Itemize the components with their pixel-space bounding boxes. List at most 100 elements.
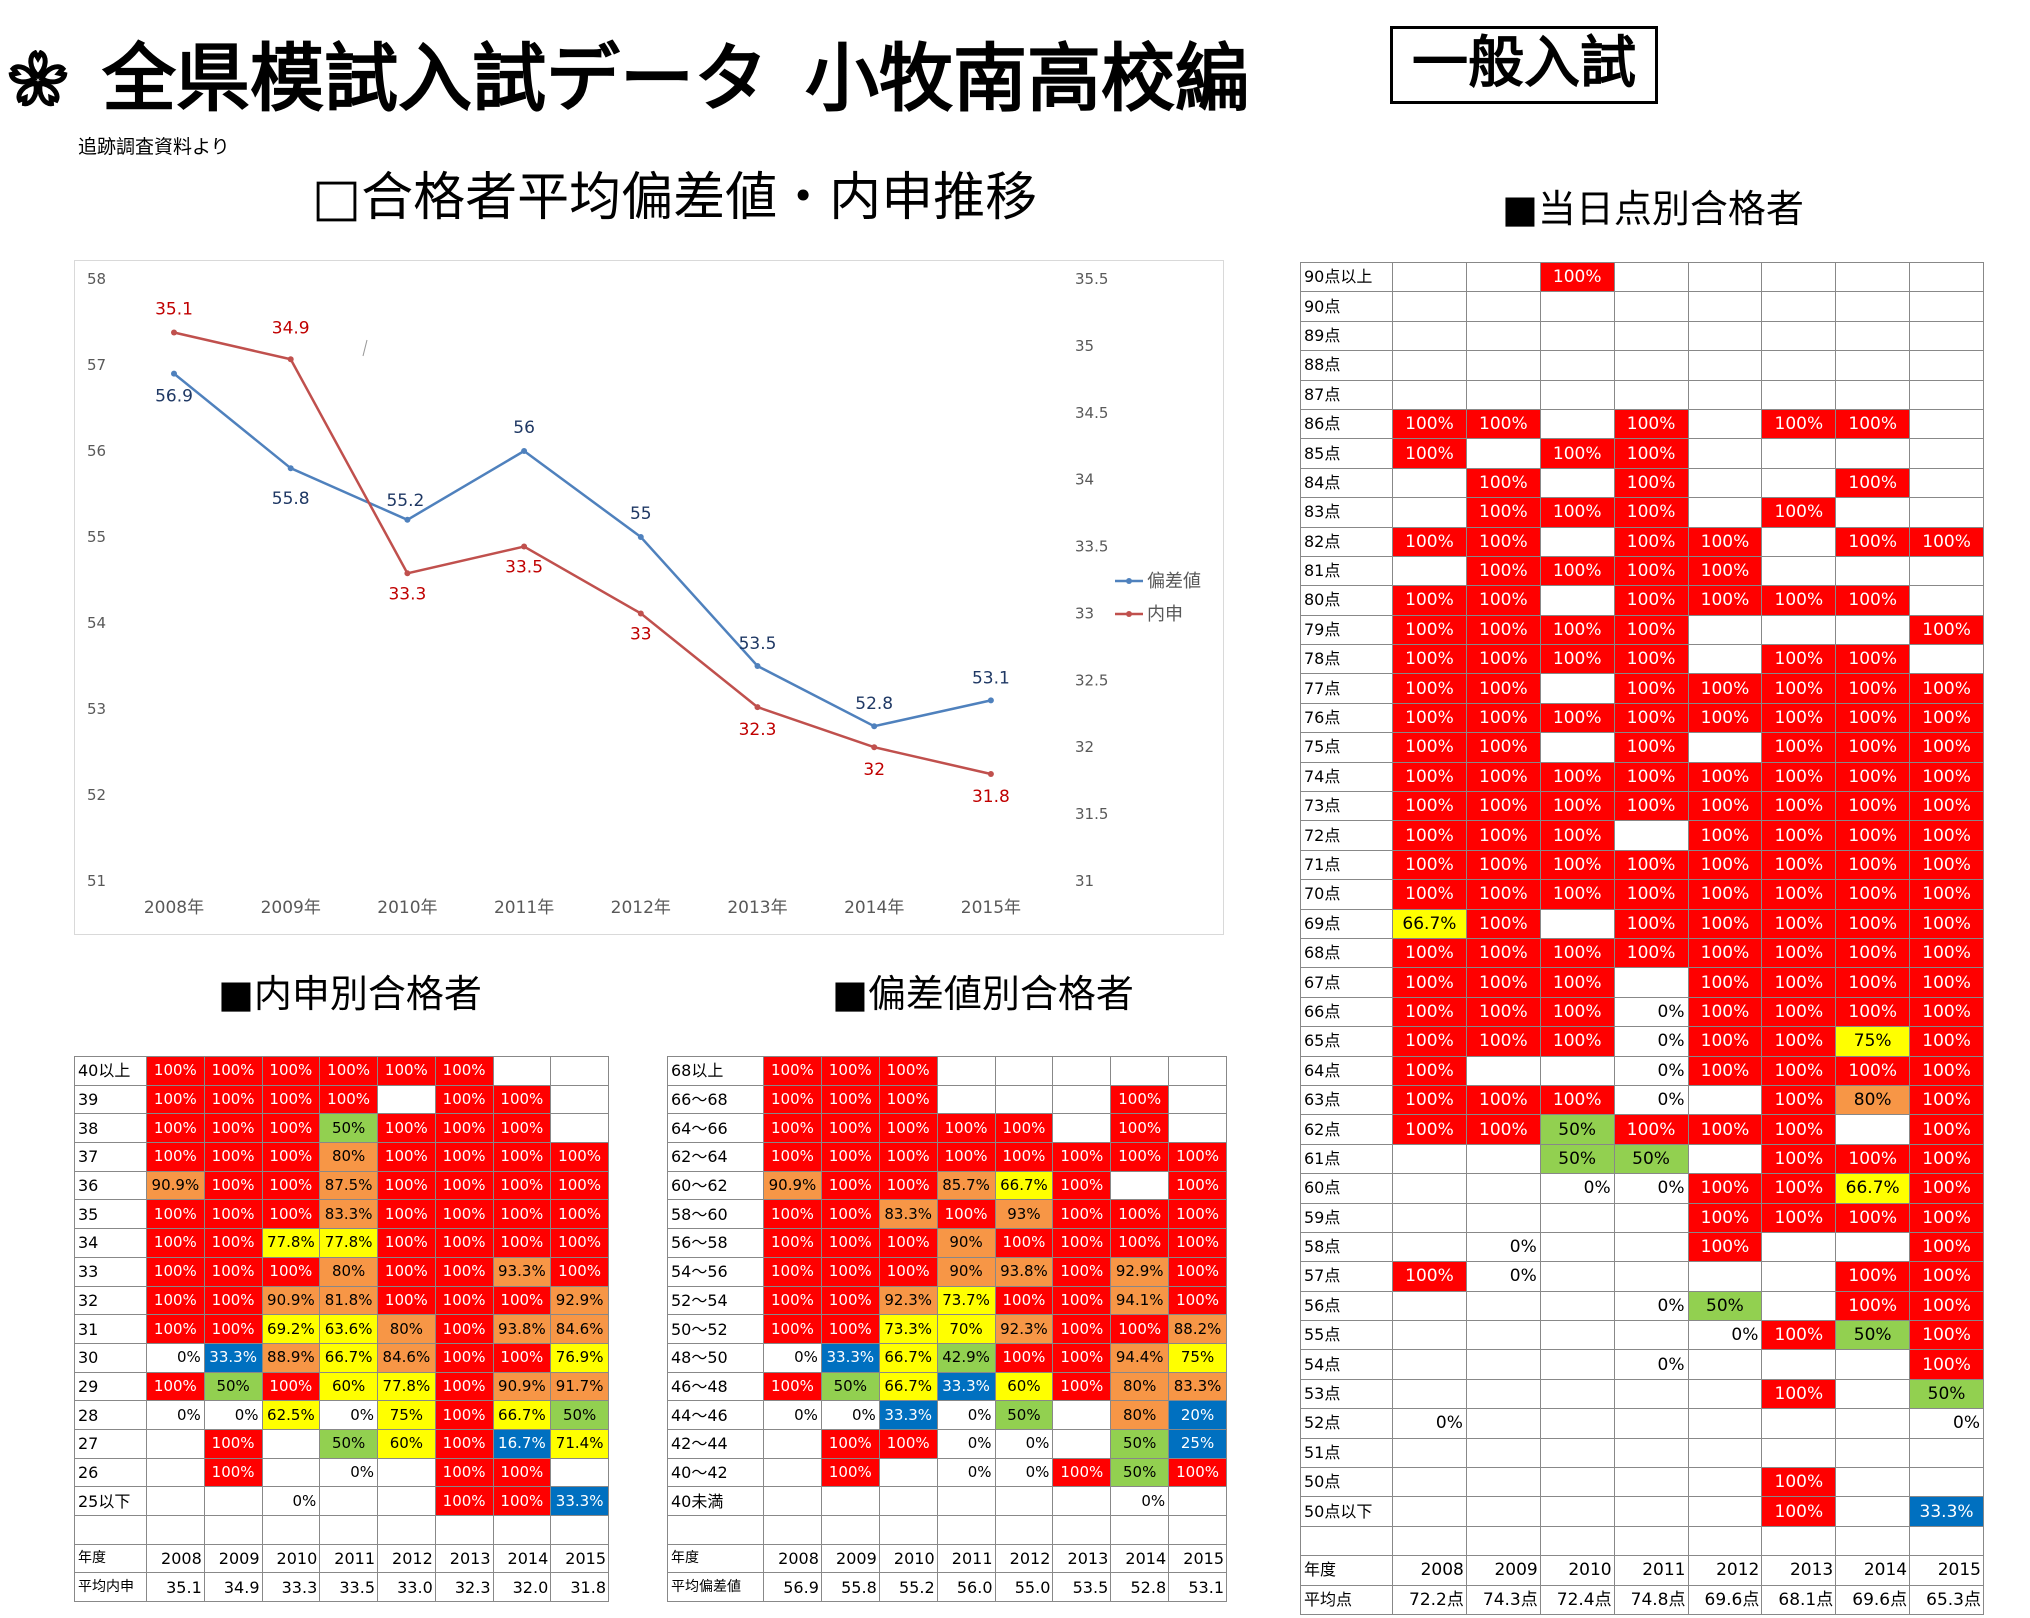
data-point-naishin <box>521 543 528 550</box>
chart-section-title: □合格者平均偏差値・内申推移 <box>312 168 1038 228</box>
score-cell: 100% <box>1909 820 1984 851</box>
score-row-label: 69点 <box>1300 908 1393 939</box>
hensachi-cell: 100% <box>1052 1228 1112 1258</box>
naishin-year: 2012 <box>377 1543 436 1574</box>
score-cell: 100% <box>1392 585 1467 616</box>
naishin-cell: 100% <box>261 1256 321 1287</box>
score-cell: 100% <box>1539 879 1615 910</box>
score-cell: 100% <box>1909 1202 1984 1233</box>
score-cell: 100% <box>1909 1055 1984 1086</box>
score-year-label: 年度 <box>1300 1555 1393 1586</box>
hensachi-row-label: 56～58 <box>667 1228 764 1258</box>
hensachi-cell <box>1052 1056 1112 1086</box>
hensachi-cell: 100% <box>1052 1142 1112 1172</box>
naishin-cell: 87.5% <box>319 1170 378 1201</box>
y-right-tick-label: 32 <box>1075 738 1094 756</box>
score-cell: 100% <box>1613 791 1689 822</box>
score-year: 2008 <box>1392 1555 1467 1586</box>
naishin-cell: 100% <box>434 1170 494 1201</box>
score-cell: 0% <box>1539 1173 1615 1204</box>
score-row: 55点 0% 100% 50% 100% <box>1300 1320 1984 1351</box>
score-cell: 100% <box>1835 732 1911 763</box>
score-row-label: 76点 <box>1300 702 1393 734</box>
score-cell: 100% <box>1761 1084 1837 1116</box>
hensachi-cell: 100% <box>1052 1256 1112 1287</box>
score-cell: 0% <box>1392 1408 1467 1439</box>
score-row: 78点 100% 100% 100% 100% 100% 100% <box>1300 644 1984 675</box>
data-label-hensachi: 53.5 <box>739 634 777 654</box>
hensachi-cell: 100% <box>820 1228 880 1258</box>
page-title: 全県模試入試データ <box>102 36 768 122</box>
score-cell <box>1539 379 1615 410</box>
hensachi-cell: 75% <box>1168 1342 1227 1373</box>
score-row-label: 72点 <box>1300 820 1393 851</box>
naishin-cell: 100% <box>434 1371 494 1402</box>
hensachi-cell: 20% <box>1168 1400 1227 1430</box>
hensachi-row: 40未満 0% <box>667 1486 1227 1516</box>
score-cell <box>1687 1378 1763 1410</box>
score-cell: 100% <box>1465 467 1541 499</box>
score-row: 56点 0% 50% 100% 100% <box>1300 1290 1984 1322</box>
hensachi-cell <box>1052 1084 1112 1115</box>
data-point-hensachi <box>987 697 994 704</box>
naishin-cell <box>550 1084 609 1115</box>
score-cell: 100% <box>1613 585 1689 616</box>
score-cell <box>1392 261 1467 293</box>
hensachi-cell: 0% <box>763 1400 822 1430</box>
naishin-cell: 77.8% <box>261 1228 321 1258</box>
score-cell: 100% <box>1761 585 1837 616</box>
score-cell <box>1835 1467 1911 1498</box>
score-cell <box>1392 1378 1467 1410</box>
score-cell: 100% <box>1392 820 1467 851</box>
score-cell <box>1761 320 1837 352</box>
hensachi-cell: 100% <box>878 1170 938 1201</box>
score-cell <box>1687 1349 1763 1380</box>
score-cell: 100% <box>1761 937 1837 969</box>
naishin-cell: 100% <box>319 1084 378 1115</box>
hensachi-cell <box>1052 1400 1112 1430</box>
naishin-empty-cell <box>377 1515 436 1545</box>
score-cell: 0% <box>1687 1320 1763 1351</box>
naishin-cell: 100% <box>434 1457 494 1488</box>
score-cell: 100% <box>1687 1231 1763 1263</box>
score-cell: 100% <box>1687 879 1763 910</box>
score-cell: 100% <box>1909 1349 1984 1380</box>
score-cell: 100% <box>1392 879 1467 910</box>
naishin-year: 2011 <box>319 1543 378 1574</box>
hensachi-empty-cell <box>820 1515 880 1545</box>
score-cell: 100% <box>1539 967 1615 998</box>
score-cell: 100% <box>1835 1290 1911 1322</box>
score-cell: 100% <box>1909 791 1984 822</box>
score-cell <box>1835 438 1911 469</box>
naishin-cell <box>261 1428 321 1459</box>
hensachi-cell: 100% <box>994 1342 1054 1373</box>
score-cell: 100% <box>1835 1202 1911 1233</box>
hensachi-empty-cell <box>763 1515 822 1545</box>
naishin-row: 36 90.9% 100% 100% 87.5% 100% 100% 100% 100% <box>74 1170 609 1201</box>
data-point-hensachi <box>287 465 294 472</box>
naishin-row-label: 37 <box>74 1142 147 1172</box>
data-label-naishin: 35.1 <box>155 300 193 320</box>
naishin-cell: 100% <box>146 1371 205 1402</box>
score-cell <box>1761 1261 1837 1292</box>
naishin-cell: 100% <box>146 1199 205 1230</box>
score-cell <box>1392 291 1467 322</box>
hensachi-cell <box>936 1486 996 1516</box>
score-cell: 0% <box>1613 1055 1689 1086</box>
score-cell <box>1687 320 1763 352</box>
score-cell: 100% <box>1909 673 1984 704</box>
hensachi-year-label: 年度 <box>667 1543 764 1574</box>
hensachi-cell: 100% <box>1052 1170 1112 1201</box>
score-cell: 100% <box>1835 908 1911 939</box>
naishin-row-label: 25以下 <box>74 1486 147 1516</box>
score-cell <box>1465 1143 1541 1175</box>
score-cell: 50% <box>1539 1114 1615 1145</box>
naishin-cell: 75% <box>377 1400 436 1430</box>
score-avg: 69.6点 <box>1687 1584 1763 1615</box>
hensachi-cell: 93% <box>994 1199 1054 1230</box>
y-right-tick-label: 33 <box>1075 604 1094 622</box>
score-row-label: 50点以下 <box>1300 1496 1393 1527</box>
hensachi-cell: 85.7% <box>936 1170 996 1201</box>
score-empty-cell <box>1613 1525 1689 1557</box>
score-cell: 100% <box>1539 1026 1615 1057</box>
